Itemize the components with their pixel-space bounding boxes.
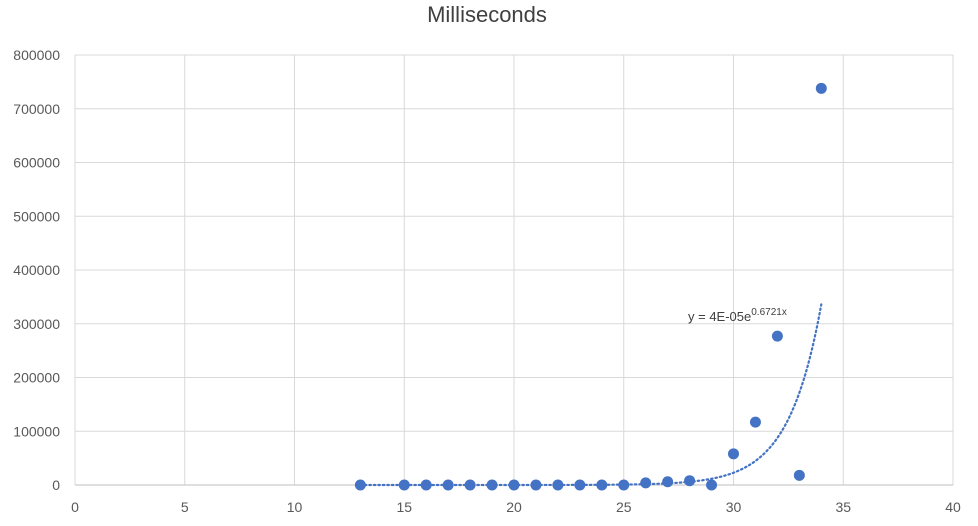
- data-points: [354, 82, 827, 491]
- data-point: [618, 479, 630, 491]
- y-tick-label: 800000: [13, 47, 60, 63]
- x-tick-label: 5: [181, 499, 189, 515]
- y-tick-label: 700000: [13, 101, 60, 117]
- x-tick-label: 10: [287, 499, 303, 515]
- data-point: [706, 479, 718, 491]
- data-point: [815, 82, 827, 94]
- data-point: [728, 448, 739, 460]
- y-tick-label: 100000: [13, 423, 60, 439]
- x-tick-label: 0: [71, 499, 79, 515]
- x-tick-label: 20: [506, 499, 522, 515]
- data-point: [771, 330, 783, 342]
- x-tick-label: 25: [616, 499, 632, 515]
- data-point: [486, 479, 498, 491]
- y-tick-label: 300000: [13, 316, 60, 332]
- trendline-equation: y = 4E-05e0.6721x: [688, 307, 787, 324]
- y-tick-label: 200000: [13, 370, 60, 386]
- data-point: [793, 469, 805, 481]
- data-point: [508, 479, 520, 491]
- axes: 0 5 10 15 20 25 30 35 40 0 100000 200000 300000 40000…: [13, 47, 961, 515]
- gridlines: [75, 54, 954, 485]
- y-tick-label: 0: [52, 477, 60, 493]
- data-point: [464, 479, 476, 491]
- data-point: [530, 479, 542, 491]
- data-point: [398, 479, 410, 491]
- data-point: [640, 477, 652, 489]
- chart-title: Milliseconds: [427, 2, 547, 27]
- data-point: [749, 416, 761, 428]
- trendline-curve: [359, 303, 823, 487]
- y-tick-label: 600000: [13, 155, 60, 171]
- data-point: [662, 476, 674, 488]
- trendline: [359, 303, 823, 487]
- x-tick-label: 35: [835, 499, 851, 515]
- trendline-equation-exponent: 0.6721x: [751, 307, 787, 318]
- y-tick-label: 400000: [13, 262, 60, 278]
- x-tick-label: 40: [945, 499, 961, 515]
- data-point: [684, 475, 696, 487]
- data-point: [574, 479, 586, 491]
- data-point: [596, 479, 608, 491]
- y-tick-label: 500000: [13, 208, 60, 224]
- trendline-equation-base: y = 4E-05e: [688, 309, 751, 324]
- data-point: [420, 479, 432, 491]
- x-tick-label: 30: [726, 499, 742, 515]
- data-point: [442, 479, 454, 491]
- data-point: [552, 479, 564, 491]
- x-tick-label: 15: [396, 499, 412, 515]
- data-point: [354, 479, 366, 491]
